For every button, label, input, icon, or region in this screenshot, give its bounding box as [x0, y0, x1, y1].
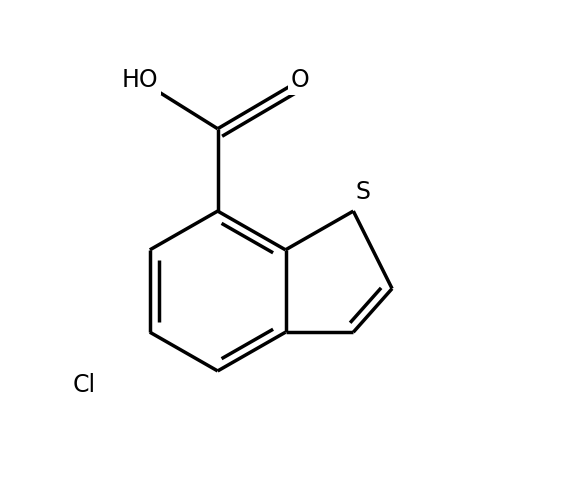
Text: HO: HO — [122, 68, 159, 92]
Text: S: S — [356, 180, 371, 204]
Text: O: O — [291, 68, 309, 92]
Text: Cl: Cl — [73, 373, 96, 397]
